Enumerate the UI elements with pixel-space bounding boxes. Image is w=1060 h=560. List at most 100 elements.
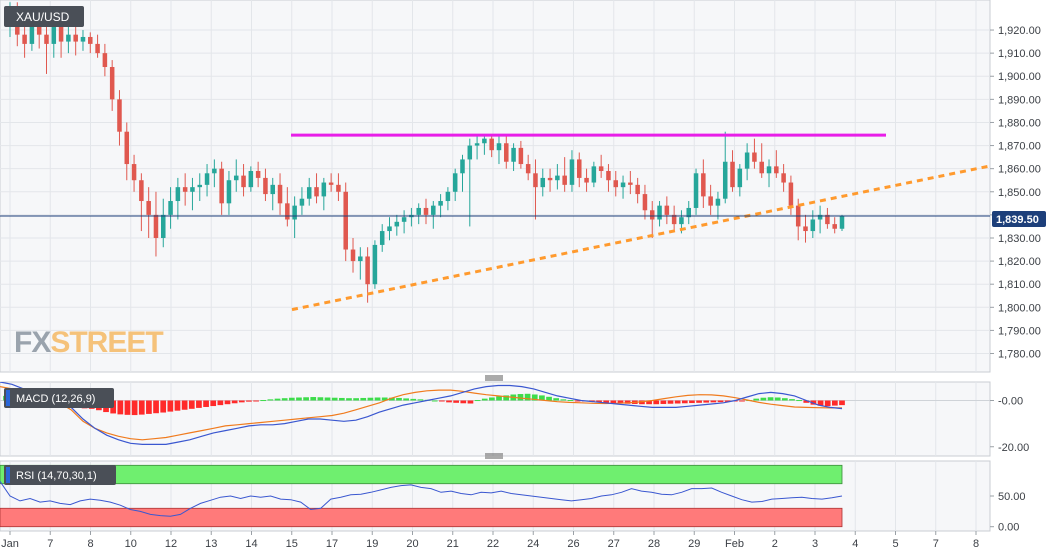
candle	[620, 175, 626, 199]
macd-histogram-bar	[281, 398, 288, 401]
macd-histogram-bar	[453, 400, 460, 403]
candle	[95, 34, 100, 58]
candle	[693, 168, 699, 215]
macd-histogram-bar	[353, 398, 359, 401]
candle	[204, 164, 210, 197]
macd-histogram-bar	[138, 400, 145, 415]
candle-body	[190, 187, 195, 192]
candle	[131, 154, 137, 192]
candle-body	[255, 170, 261, 178]
macd-histogram-bar	[646, 400, 652, 405]
candle-body	[109, 67, 115, 100]
candle-body	[766, 166, 772, 174]
candle	[219, 161, 224, 215]
macd-histogram-bar	[203, 400, 209, 407]
macd-histogram-bar	[324, 397, 331, 401]
candle	[438, 194, 443, 218]
candle	[825, 207, 830, 229]
macd-histogram-bar	[188, 400, 195, 409]
candle-body	[606, 170, 611, 181]
candle-body	[73, 34, 78, 42]
candle	[511, 143, 516, 171]
candle	[328, 173, 334, 192]
candle-body	[642, 194, 648, 211]
rsi-overbought-zone	[0, 464, 843, 485]
macd-histogram-bar	[503, 395, 510, 401]
macd-histogram-bar	[639, 400, 645, 405]
macd-histogram-bar	[681, 400, 688, 404]
macd-histogram-bar	[446, 400, 452, 403]
macd-histogram-bar	[296, 397, 302, 401]
candle-body	[752, 152, 757, 162]
candle	[255, 161, 261, 188]
candle-body	[839, 216, 845, 229]
candle	[379, 224, 385, 252]
candle-body	[102, 53, 108, 68]
candle	[686, 201, 691, 225]
candle-body	[328, 182, 334, 185]
candle-body	[533, 173, 538, 188]
candle	[467, 138, 473, 227]
macd-histogram-bar	[689, 400, 695, 404]
candle-body	[774, 166, 779, 174]
candle	[277, 173, 283, 215]
symbol-label-bg	[4, 6, 84, 27]
watermark-street: STREET	[50, 326, 163, 359]
candle-body	[233, 175, 239, 181]
macd-label-marker	[6, 390, 10, 406]
macd-histogram-bar	[360, 397, 367, 401]
candle	[671, 205, 677, 232]
pane-resize-handle-macd[interactable]	[480, 373, 510, 381]
price-tick-label: 1,780.00	[998, 349, 1041, 361]
macd-histogram-bar	[767, 397, 774, 401]
macd-tick-label: -0.00	[998, 396, 1023, 408]
candle-body	[299, 198, 305, 206]
macd-histogram-bar	[253, 400, 259, 402]
pane-resize-handle-rsi[interactable]	[480, 453, 510, 461]
candle-body	[277, 184, 283, 204]
candle-body	[598, 166, 604, 171]
candle	[394, 214, 400, 236]
macd-histogram-bar	[739, 400, 745, 402]
candle	[401, 210, 407, 234]
candle	[431, 201, 436, 229]
candle-body	[445, 191, 451, 202]
macd-histogram-bar	[710, 400, 717, 403]
time-tick-label: 29	[688, 538, 700, 550]
candle	[577, 152, 582, 188]
candle-body	[431, 205, 436, 215]
candle	[555, 164, 560, 190]
rsi-axis: 50.00 0.00	[990, 491, 1026, 534]
candle	[525, 154, 531, 181]
macd-histogram-bar	[481, 398, 488, 401]
macd-histogram-bar	[703, 400, 710, 403]
macd-histogram-bar	[246, 400, 252, 402]
candle	[102, 43, 108, 77]
candle-body	[737, 168, 743, 188]
candle	[153, 191, 159, 257]
time-tick-label: 13	[205, 538, 217, 550]
candle	[270, 177, 275, 211]
candle-body	[803, 226, 808, 232]
time-tick-label: 15	[286, 538, 298, 550]
price-tick-label: 1,820.00	[998, 256, 1041, 268]
candle-body	[817, 214, 823, 220]
candle-body	[467, 145, 473, 160]
time-tick-label: 27	[608, 538, 620, 550]
time-tick-label: 21	[447, 538, 459, 550]
macd-histogram-bar	[346, 398, 352, 401]
candle	[591, 161, 597, 188]
candle	[109, 60, 115, 111]
macd-axis: -0.00 -20.00	[990, 396, 1029, 454]
macd-histogram-bar	[388, 397, 395, 401]
candle-body	[635, 184, 640, 195]
rsi-label-marker	[6, 467, 10, 483]
price-tick-label: 1,790.00	[998, 325, 1041, 337]
price-tick-label: 1,800.00	[998, 302, 1041, 314]
candle	[547, 168, 553, 192]
price-tick-label: 1,900.00	[998, 71, 1041, 83]
macd-histogram-bar	[567, 400, 574, 402]
candle-body	[197, 184, 203, 188]
candle	[161, 198, 166, 248]
macd-histogram-bar	[153, 400, 159, 414]
